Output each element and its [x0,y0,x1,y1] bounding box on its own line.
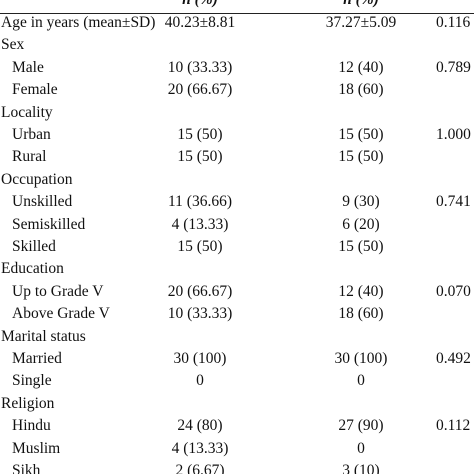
table-cell: 18 (60) [338,305,384,323]
table-cell: 10 (33.33) [167,305,233,323]
row-label: Age in years (mean±SD) [1,14,156,31]
section-heading: Religion [1,394,55,412]
row-label: Rural [12,148,47,166]
row-label: Unskilled [12,193,73,211]
table-cell: 0 [357,439,365,457]
table-cell: 0.492 [436,350,471,367]
row-label: Female [12,81,58,99]
table-cell: 0.116 [436,14,471,31]
row-label: Above Grade V [12,305,110,323]
section-heading: Marital status [1,327,86,345]
table-cell: 15 (50) [338,148,384,166]
table-cell: 12 (40) [338,58,384,76]
header-cell: n (%) [120,0,280,9]
row-label: Single [12,372,52,390]
row-label: Skilled [12,238,56,255]
row-label: Hindu [12,417,51,435]
row-label: Muslim [12,439,61,457]
table-cell: 6 (20) [342,215,380,233]
table-cell: 37.27±5.09 [325,14,397,31]
table-cell: 20 (66.67) [167,81,233,99]
table-cell: 18 (60) [338,81,384,99]
row-label: Male [12,58,44,76]
row-label: Semiskilled [12,215,86,233]
header-cell: n (%) [281,0,441,9]
table-cell: 24 (80) [177,417,223,435]
table-cell: 0.070 [436,282,471,300]
row-label: Up to Grade V [12,282,104,300]
table-cell: 0.112 [436,417,471,435]
section-heading: Sex [1,36,25,54]
row-label: Sikh [12,462,41,474]
table-cell: 15 (50) [177,148,223,166]
table-cell: 3 (10) [342,462,380,474]
table-cell: 20 (66.67) [167,282,233,300]
table-cell: 0.741 [436,193,471,211]
header-rule [0,13,474,14]
table-cell: 11 (36.66) [168,193,232,211]
table-cell: 10 (33.33) [167,58,233,76]
table-cell: 15 (50) [177,238,223,255]
table-cell: 1.000 [436,126,471,143]
table-cell: 12 (40) [338,282,384,300]
table-cell: 15 (50) [338,126,384,143]
table-cell: 15 (50) [338,238,384,255]
table-cell: 30 (100) [173,350,227,367]
table-cell: 15 (50) [177,126,223,143]
row-label: Married [12,350,62,367]
row-label: Urban [12,126,51,143]
section-heading: Education [1,260,64,278]
table-cell: 27 (90) [338,417,384,435]
table-cell: 9 (30) [342,193,380,211]
table-cell: 30 (100) [334,350,388,367]
section-heading: Locality [1,103,53,121]
table-cell: 4 (13.33) [171,439,229,457]
table-cell: 4 (13.33) [171,215,229,233]
table-cell: 2 (6.67) [175,462,225,474]
table-cell: 0 [196,372,204,390]
table-cell: 0.789 [436,58,471,76]
table-cell: 0 [357,372,365,390]
table-cell: 40.23±8.81 [164,14,236,31]
section-heading: Occupation [1,170,73,188]
